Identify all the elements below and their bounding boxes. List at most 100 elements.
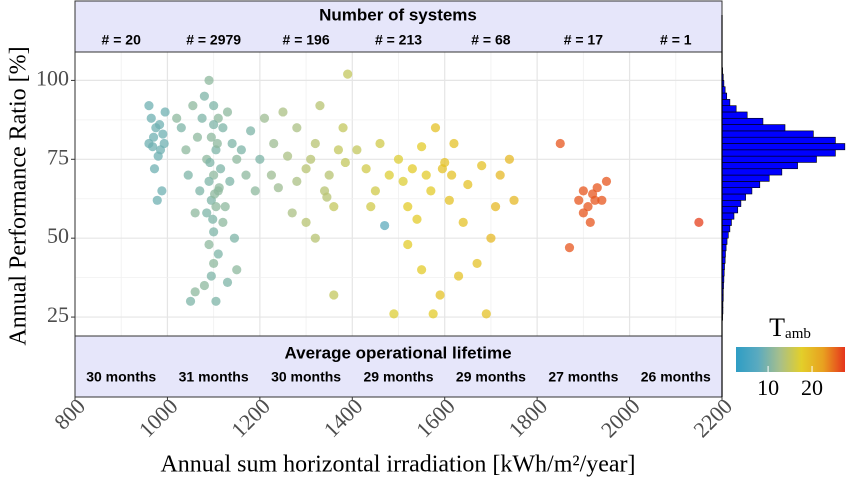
histogram-bar [721,187,753,195]
x-tick-label: 1800 [503,393,552,442]
colorbar-title-main: T [769,313,785,342]
histogram-bar [721,162,798,170]
x-tick-label: 1400 [319,393,368,442]
system-count: # = 68 [471,32,511,48]
histogram-bar [721,237,728,245]
point [209,101,219,111]
point [694,217,704,227]
point [152,195,162,205]
colorbar-tick-label: 10 [757,375,779,400]
system-count: # = 196 [283,32,330,48]
point [301,164,311,174]
point [407,164,417,174]
point [421,170,431,180]
point [463,179,473,190]
point [449,138,459,149]
point [158,129,168,139]
point [301,217,311,227]
point [227,138,237,149]
lifetime-label: 30 months [86,369,156,385]
histogram-bar [721,231,729,239]
point [197,113,207,123]
point [315,101,325,111]
x-tick-label: 1200 [226,393,275,442]
y-tick-label: 50 [47,223,69,248]
point [437,164,448,174]
x-axis-title: Annual sum horizontal irradiation [kWh/m… [160,452,635,478]
system-count: # = 2979 [186,32,241,48]
point [287,208,297,218]
point [310,138,320,149]
point [153,151,163,161]
point [218,123,228,133]
point [310,233,320,243]
point [306,154,316,164]
point [241,170,251,180]
point [592,183,602,193]
x-tick-label: 1600 [411,393,460,442]
colorbar-title: Tamb [769,313,811,342]
point [340,157,350,168]
lifetime-label: 29 months [456,369,526,385]
point [225,176,235,186]
point [208,214,218,224]
point [148,132,159,142]
point [574,195,584,205]
histogram-bar [721,212,735,220]
point [204,75,214,85]
histogram-bar [721,181,761,188]
point [292,176,302,186]
point [144,101,154,111]
y-axis-title: Annual Performance Ratio [%] [6,46,32,345]
histogram-bar [721,105,737,113]
point [190,208,200,218]
point [204,176,214,186]
top-band [74,0,723,53]
histogram-bar [721,193,746,201]
point [384,170,394,180]
point [329,202,339,212]
histogram-bar [721,174,770,182]
x-tick-label: 2200 [688,393,737,442]
point [183,170,193,180]
point [578,186,588,196]
histogram-bar [721,155,817,163]
lifetime-label: 30 months [271,369,341,385]
point [324,170,334,180]
histogram-bar [721,92,728,100]
point [212,138,222,149]
histogram-bar [721,143,846,151]
point [370,186,380,196]
histogram-bar [721,99,731,106]
point [333,145,344,155]
point [236,145,246,155]
point [481,309,491,319]
point [477,161,487,171]
x-tick-label: 2000 [596,393,645,442]
histogram-bar [721,168,783,176]
point [509,195,519,205]
point [154,119,165,130]
point [453,271,464,281]
lifetime-label: 27 months [548,369,618,385]
point [564,243,575,253]
point [266,170,277,180]
histogram-bar [721,200,742,207]
point [495,170,505,180]
point [273,183,283,193]
point [590,195,600,205]
point [199,280,209,291]
point [352,145,362,155]
point [213,249,223,259]
histogram-bar [721,225,731,233]
point [218,217,228,227]
point [597,195,607,205]
point [149,164,160,174]
point [583,202,593,212]
top-band-title: Number of systems [319,5,477,24]
point [398,176,408,186]
bottom-band [74,335,723,398]
y-tick-label: 25 [47,302,69,327]
point [246,126,256,136]
point [278,107,288,117]
